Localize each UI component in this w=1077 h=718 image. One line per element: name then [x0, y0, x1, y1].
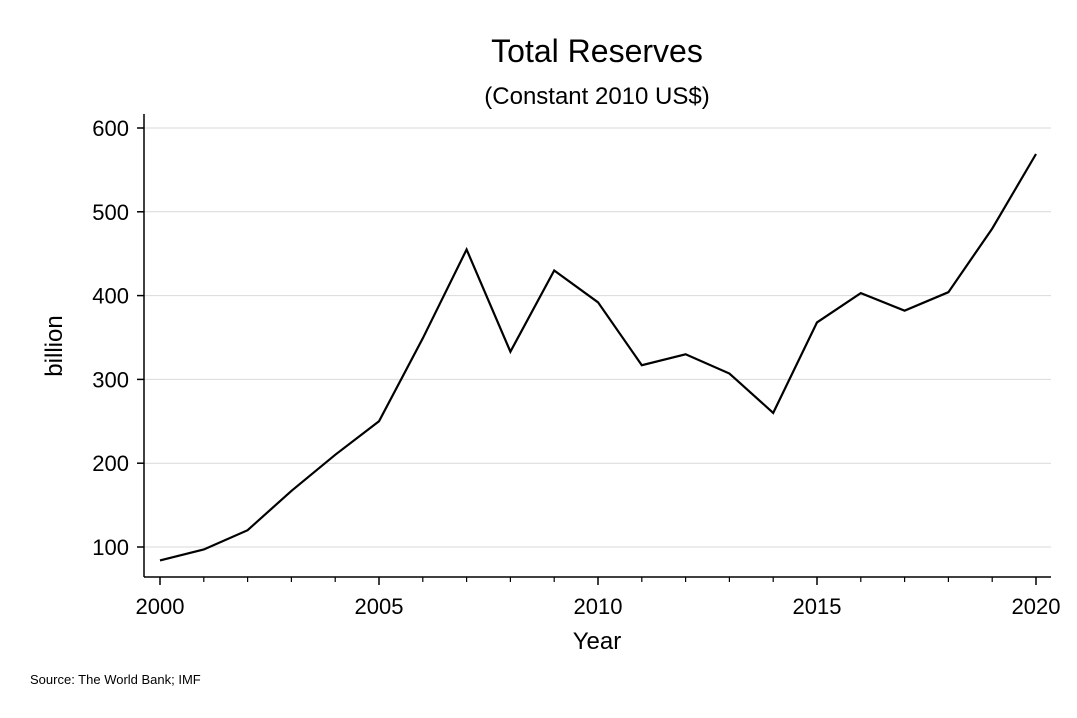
- y-tick-label-400: 400: [92, 284, 129, 309]
- tick-marks: [137, 127, 1037, 585]
- y-axis-title: billion: [41, 315, 68, 376]
- series-group: [159, 153, 1037, 562]
- y-tick-label-100: 100: [92, 535, 129, 560]
- y-tick-label-600: 600: [92, 116, 129, 141]
- x-tick-label-2020: 2020: [1012, 594, 1061, 619]
- axes: [143, 114, 1051, 578]
- chart-subtitle: (Constant 2010 US$): [484, 83, 709, 110]
- chart-title: Total Reserves: [491, 33, 703, 69]
- source-note: Source: The World Bank; IMF: [30, 672, 201, 687]
- x-tick-label-2000: 2000: [136, 594, 185, 619]
- x-tick-label-2010: 2010: [574, 594, 623, 619]
- tick-labels: 100 200 300 400 500 600 2000 2005 2010 2015 2020: [92, 116, 1060, 619]
- gridlines: [144, 127, 1051, 548]
- y-tick-label-200: 200: [92, 451, 129, 476]
- x-tick-label-2005: 2005: [355, 594, 404, 619]
- series-line-total-reserves: [159, 153, 1037, 562]
- x-axis-title: Year: [573, 628, 622, 655]
- y-tick-label-300: 300: [92, 367, 129, 392]
- y-tick-label-500: 500: [92, 200, 129, 225]
- x-tick-label-2015: 2015: [793, 594, 842, 619]
